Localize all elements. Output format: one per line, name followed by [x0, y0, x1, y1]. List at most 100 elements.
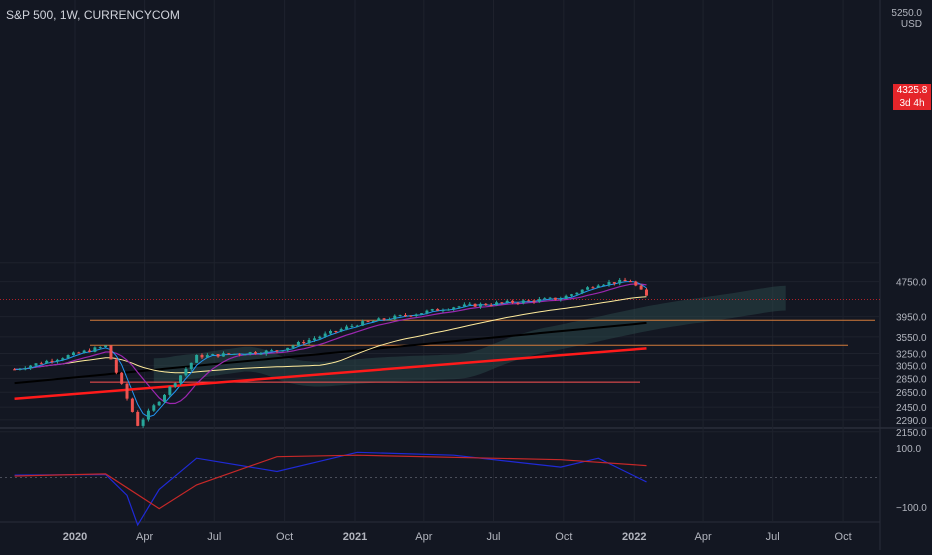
ma-long-line [14, 321, 647, 385]
candle-body [237, 353, 241, 355]
ma-mid-line [14, 283, 647, 405]
candle-body [189, 362, 193, 370]
candle-body [71, 352, 75, 356]
candle-body [430, 309, 434, 311]
candle-body [425, 310, 429, 314]
candle-body [227, 353, 231, 355]
x-tick-label: 2022 [622, 531, 646, 543]
candle-body [205, 355, 209, 358]
candle-body [23, 368, 27, 370]
x-tick-label: Apr [695, 531, 712, 543]
candle-body [66, 355, 70, 359]
trendline [14, 347, 647, 400]
candle-body [168, 386, 172, 395]
candle-body [575, 292, 579, 295]
candle-body [13, 369, 17, 371]
candle-body [275, 350, 279, 352]
ma-slow-line [14, 296, 647, 374]
candle-body [216, 354, 220, 357]
osc-tick-label: −100.0 [896, 503, 927, 514]
candle-body [516, 302, 520, 304]
candle-body [553, 297, 557, 300]
candle-body [457, 306, 461, 308]
candle-body [173, 383, 177, 387]
candle-body [387, 319, 391, 321]
candle-body [420, 313, 424, 315]
x-tick-label: Apr [415, 531, 432, 543]
candle-body [446, 309, 450, 311]
candle-body [146, 410, 150, 420]
candle-body [141, 419, 145, 426]
candle-body [345, 326, 349, 330]
candle-body [559, 298, 563, 300]
candle-body [500, 302, 504, 304]
candle-body [436, 309, 440, 311]
candle-body [366, 321, 370, 323]
y-tick-label: 3550.0 [896, 333, 927, 344]
candle-body [221, 353, 225, 357]
candle-body [441, 310, 445, 312]
candle-body [114, 359, 118, 373]
y-tick-label: 4750.0 [896, 278, 927, 289]
candle-body [163, 394, 167, 402]
candle-body [45, 360, 49, 364]
candle-body [612, 282, 616, 284]
candle-body [334, 330, 338, 332]
candle-body [232, 353, 236, 355]
candle-body [377, 318, 381, 321]
x-tick-label: Oct [555, 531, 572, 543]
y-tick-label: 2290.0 [896, 416, 927, 427]
candle-body [61, 358, 65, 360]
candle-body [195, 354, 199, 363]
candle-body [371, 320, 375, 322]
x-tick-label: 2021 [343, 531, 367, 543]
candle-body [403, 315, 407, 317]
candle-body [254, 352, 258, 354]
candle-body [478, 303, 482, 307]
y-tick-label: 2450.0 [896, 403, 927, 414]
candle-body [398, 315, 402, 317]
candle-body [537, 299, 541, 302]
candle-body [280, 350, 284, 352]
candle-body [548, 297, 552, 299]
candle-body [644, 289, 648, 296]
candle-body [104, 345, 108, 348]
candle-body [639, 285, 643, 290]
x-tick-label: Oct [276, 531, 293, 543]
candle-body [200, 354, 204, 358]
candle-body [521, 300, 525, 304]
x-tick-label: Jul [486, 531, 500, 543]
candle-body [50, 360, 54, 362]
candle-body [157, 401, 161, 406]
candle-body [18, 368, 22, 370]
osc-tick-label: 100.0 [896, 444, 921, 455]
candle-body [607, 282, 611, 285]
candle-body [211, 354, 215, 356]
candle-body [628, 281, 632, 283]
candle-body [248, 352, 252, 355]
candle-body [462, 304, 466, 307]
candles [13, 277, 648, 428]
osc-main-line [14, 451, 647, 527]
currency-label: 5250.0 USD [891, 8, 922, 30]
candle-body [570, 294, 574, 296]
countdown-tag: 3d 4h [893, 97, 931, 110]
candle-body [323, 333, 327, 337]
candle-body [184, 369, 188, 376]
candle-body [473, 303, 477, 307]
candle-body [130, 398, 134, 412]
candle-body [307, 339, 311, 344]
x-tick-label: Oct [835, 531, 852, 543]
last-price-tag: 4325.8 [893, 84, 931, 97]
candle-body [318, 336, 322, 339]
candle-body [77, 352, 81, 354]
candle-body [586, 287, 590, 290]
candle-body [596, 285, 600, 288]
candle-body [29, 365, 33, 369]
x-tick-label: 2020 [63, 531, 87, 543]
candle-body [543, 298, 547, 300]
currency-code: USD [900, 19, 922, 30]
candle-body [580, 289, 584, 293]
